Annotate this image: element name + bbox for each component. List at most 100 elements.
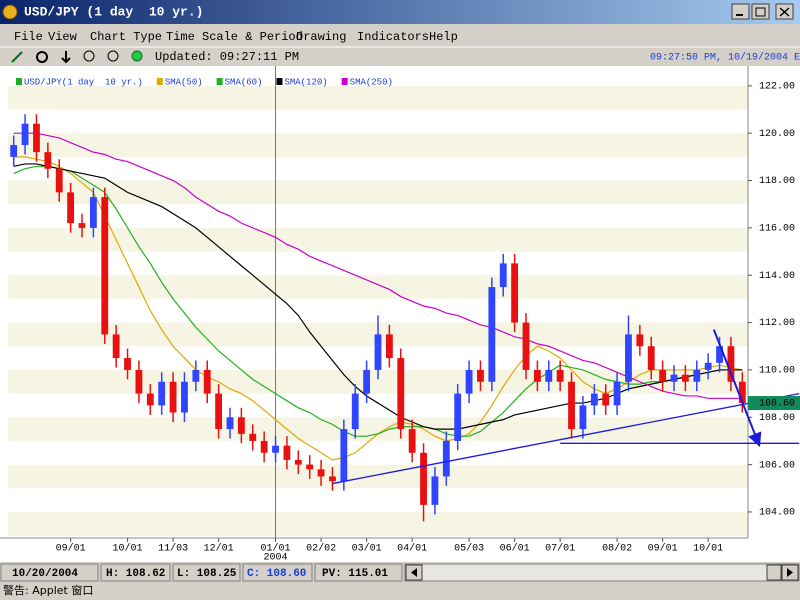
candle-body — [340, 429, 348, 482]
status-cell — [242, 563, 313, 582]
x-tick-label: 08/02 — [602, 543, 632, 555]
y-tick-label: 110.00 — [759, 366, 795, 377]
y-tick-label: 122.00 — [759, 81, 795, 92]
candle-body — [454, 393, 462, 441]
candle-body — [738, 381, 746, 404]
candle-body — [727, 346, 735, 382]
candle-body — [55, 168, 63, 193]
arrow-glyph — [411, 568, 417, 577]
candle-body — [78, 223, 86, 228]
candle-body — [590, 393, 598, 406]
candle-body — [203, 369, 211, 394]
line-tool[interactable] — [11, 51, 23, 63]
x-tick-label: 02/02 — [306, 543, 336, 555]
close-glyph — [779, 7, 790, 17]
y-tick-label: 114.00 — [759, 271, 795, 282]
band — [8, 227, 748, 252]
scroll-thumb[interactable] — [766, 564, 782, 581]
legend-label: SMA(50) — [165, 77, 203, 87]
candle-body — [158, 381, 166, 406]
status-cell — [0, 563, 99, 582]
candle-body — [192, 369, 200, 382]
minimize-button[interactable] — [731, 3, 750, 20]
candle-body — [181, 381, 188, 413]
candle-body — [169, 381, 177, 413]
candle-body — [67, 192, 75, 224]
candle-body — [681, 374, 689, 382]
y-tick-label: 118.00 — [759, 176, 795, 187]
arrow-glyph — [787, 568, 793, 577]
x-tick-label: 10/01 — [113, 543, 143, 555]
candle-body — [420, 452, 427, 505]
band — [8, 85, 748, 110]
year-label: 2004 — [264, 553, 288, 564]
crosshair-tool[interactable] — [36, 51, 48, 63]
scroll-track[interactable] — [404, 563, 800, 582]
zoom-out-tool[interactable] — [107, 50, 119, 62]
candle-body — [636, 334, 644, 347]
candle-body — [511, 263, 519, 323]
candle-body — [329, 476, 336, 482]
maximize-glyph — [755, 7, 766, 17]
candle-body — [477, 369, 484, 382]
legend-label: SMA(60) — [225, 77, 263, 87]
last-price-box — [748, 396, 800, 411]
title-bar — [0, 0, 800, 24]
candle-body — [317, 469, 325, 477]
candle-body — [10, 145, 18, 157]
live-indicator[interactable] — [131, 50, 143, 62]
candle-body — [659, 369, 667, 382]
scroll-tool[interactable] — [61, 51, 71, 64]
updated-time: Updated: 09:27:11 PM — [155, 50, 299, 64]
candle-body — [579, 405, 587, 430]
scrollbar — [404, 563, 800, 582]
candle-body — [112, 334, 120, 359]
candle-body — [442, 440, 450, 477]
menu-item[interactable]: Help — [429, 30, 458, 44]
status-close: C: 108.60 — [247, 568, 306, 580]
trendline — [332, 392, 800, 485]
x-tick-label: 12/01 — [204, 543, 234, 555]
status-pv: PV: 115.01 — [322, 568, 388, 580]
menu-item[interactable]: File — [14, 30, 43, 44]
sma-line — [13, 163, 743, 430]
menu-item[interactable]: Time Scale & Period — [166, 30, 303, 44]
candle-body — [21, 123, 29, 146]
status-low: L: 108.25 — [177, 568, 237, 580]
menu-item[interactable]: Drawing — [296, 30, 346, 44]
menu-item[interactable]: Indicators — [357, 30, 429, 44]
candle-body — [215, 393, 223, 430]
band — [8, 511, 748, 536]
maximize-button[interactable] — [751, 3, 770, 20]
candle-body — [306, 464, 314, 470]
window-buttons — [731, 3, 794, 20]
candle-body — [670, 374, 678, 382]
legend-label: USD/JPY(1 day 10 yr.) — [24, 77, 143, 87]
menu-item[interactable]: View — [48, 30, 78, 44]
x-tick-label: 09/01 — [56, 543, 86, 555]
candle-body — [408, 429, 416, 453]
sma-line — [13, 165, 743, 437]
candle-body — [146, 393, 154, 406]
candle-body — [237, 417, 245, 434]
app-icon — [2, 4, 18, 20]
candle-body — [33, 123, 40, 153]
candle-body — [625, 334, 632, 382]
legend-swatch — [16, 78, 22, 85]
legend-swatch — [216, 78, 223, 85]
candle-body — [89, 197, 97, 228]
x-tick-label: 06/01 — [500, 543, 530, 555]
zoom-in-tool[interactable] — [83, 50, 95, 62]
clock: 09:27:50 PM, 10/19/2004 ET — [650, 52, 800, 64]
band — [8, 464, 748, 489]
y-tick-label: 108.00 — [759, 413, 795, 424]
y-tick-label: 104.00 — [759, 508, 795, 519]
candle-body — [716, 346, 723, 363]
candle-body — [488, 287, 496, 382]
candle-body — [533, 369, 541, 382]
y-tick-label: 116.00 — [759, 224, 795, 235]
x-tick-label: 04/01 — [397, 543, 427, 555]
menu-item[interactable]: Chart Type — [90, 30, 162, 44]
status-cell — [172, 563, 241, 582]
